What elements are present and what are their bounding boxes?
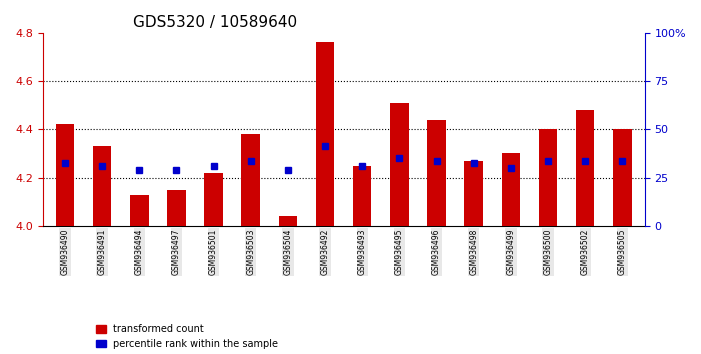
Bar xyxy=(390,103,409,226)
Text: GSM936492: GSM936492 xyxy=(320,229,329,275)
Bar xyxy=(539,129,557,226)
Bar xyxy=(576,110,594,226)
Bar xyxy=(278,216,297,226)
Text: GSM936498: GSM936498 xyxy=(469,229,478,275)
Text: GSM936490: GSM936490 xyxy=(60,229,69,275)
Legend: transformed count, percentile rank within the sample: transformed count, percentile rank withi… xyxy=(96,324,278,349)
Text: GSM936505: GSM936505 xyxy=(618,229,627,275)
Text: GSM936504: GSM936504 xyxy=(283,229,292,275)
Bar xyxy=(315,42,334,226)
Bar xyxy=(167,190,186,226)
Bar xyxy=(502,154,520,226)
Bar xyxy=(130,195,149,226)
Bar xyxy=(353,166,372,226)
Text: GSM936491: GSM936491 xyxy=(97,229,107,275)
Bar xyxy=(464,161,483,226)
Bar xyxy=(613,129,632,226)
Text: GSM936501: GSM936501 xyxy=(209,229,218,275)
Text: GDS5320 / 10589640: GDS5320 / 10589640 xyxy=(133,15,297,30)
Text: GSM936502: GSM936502 xyxy=(580,229,590,275)
Bar xyxy=(427,120,446,226)
Text: GSM936499: GSM936499 xyxy=(506,229,515,275)
Text: GSM936494: GSM936494 xyxy=(135,229,144,275)
Bar xyxy=(93,146,111,226)
Text: GSM936500: GSM936500 xyxy=(543,229,552,275)
Bar xyxy=(55,125,74,226)
Text: GSM936503: GSM936503 xyxy=(246,229,255,275)
Text: GSM936493: GSM936493 xyxy=(358,229,367,275)
Text: GSM936496: GSM936496 xyxy=(432,229,441,275)
Text: GSM936495: GSM936495 xyxy=(395,229,404,275)
Text: GSM936497: GSM936497 xyxy=(172,229,181,275)
Bar xyxy=(204,173,223,226)
Bar xyxy=(241,134,260,226)
